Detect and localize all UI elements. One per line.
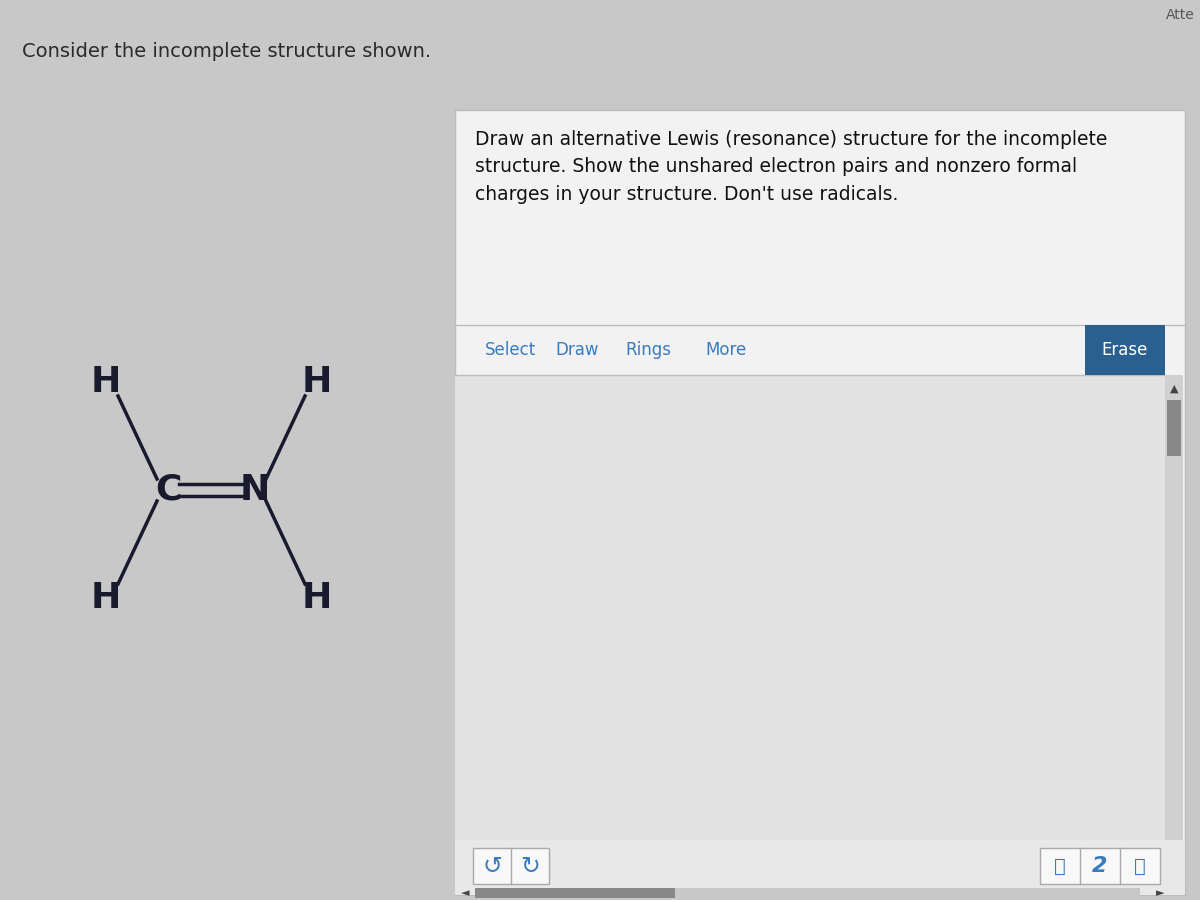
Text: ↺: ↺: [482, 854, 502, 878]
Text: Select: Select: [485, 341, 536, 359]
Text: Rings: Rings: [625, 341, 671, 359]
Text: ▲: ▲: [1170, 384, 1178, 394]
Text: ↻: ↻: [520, 854, 540, 878]
Bar: [473, 848, 550, 884]
Text: 2: 2: [1092, 856, 1108, 876]
Bar: [455, 375, 1165, 840]
Text: ◄: ◄: [461, 888, 469, 898]
Text: H: H: [91, 365, 121, 399]
Bar: [1085, 325, 1165, 375]
Bar: [455, 840, 1186, 895]
Text: 🔍: 🔍: [1054, 857, 1066, 876]
Bar: [1040, 848, 1160, 884]
Text: Draw an alternative Lewis (resonance) structure for the incomplete
structure. Sh: Draw an alternative Lewis (resonance) st…: [475, 130, 1108, 203]
Bar: [475, 888, 1140, 898]
Bar: [475, 888, 674, 898]
Text: More: More: [706, 341, 746, 359]
Bar: [1165, 375, 1183, 840]
Text: 🔍: 🔍: [1134, 857, 1146, 876]
Text: ►: ►: [1156, 888, 1164, 898]
Text: Consider the incomplete structure shown.: Consider the incomplete structure shown.: [22, 42, 431, 61]
Text: C: C: [155, 473, 181, 507]
Text: H: H: [91, 581, 121, 615]
Text: H: H: [302, 581, 332, 615]
Bar: [1166, 400, 1181, 455]
Text: N: N: [240, 473, 270, 507]
Text: Draw: Draw: [554, 341, 599, 359]
Text: H: H: [302, 365, 332, 399]
Text: Atte: Atte: [1166, 8, 1195, 22]
Text: Erase: Erase: [1102, 341, 1148, 359]
Bar: [455, 110, 1186, 895]
